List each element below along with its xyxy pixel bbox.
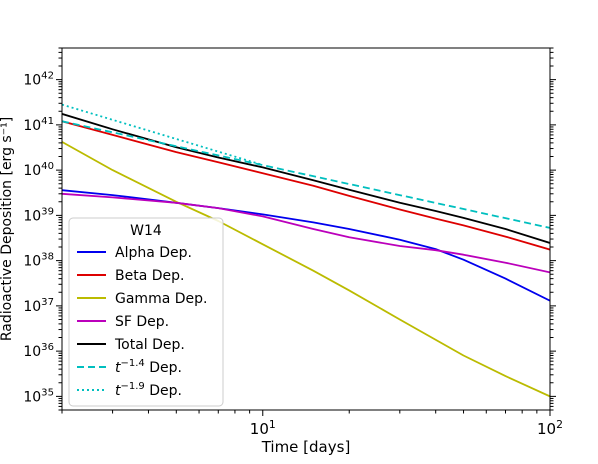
series-line-5 bbox=[62, 120, 550, 229]
y-tick-label: 1038 bbox=[23, 252, 54, 270]
y-tick-label: 1036 bbox=[23, 342, 54, 360]
y-tick-label: 1039 bbox=[23, 206, 54, 224]
legend: W14 Alpha Dep. Beta Dep. Gamma Dep. SF Dep. T… bbox=[68, 217, 224, 407]
y-tick-label: 1040 bbox=[23, 161, 54, 179]
x-tick-label: 101 bbox=[250, 418, 276, 438]
x-axis-label: Time [days] bbox=[261, 438, 351, 456]
legend-entry-label: Beta Dep. bbox=[115, 268, 184, 284]
legend-entry-label: Alpha Dep. bbox=[115, 245, 192, 261]
y-tick-label: 1041 bbox=[23, 116, 54, 134]
series-line-6 bbox=[62, 103, 264, 166]
y-axis-ticks: 1035 1036 1037 1038 1039 1040 1041 1042 bbox=[23, 47, 556, 411]
series-line-4 bbox=[62, 113, 550, 244]
y-tick-label: 1037 bbox=[23, 297, 54, 315]
legend-entry-label: Total Dep. bbox=[114, 337, 185, 353]
x-axis-ticks: 101 102 bbox=[61, 410, 563, 438]
y-tick-label: 1042 bbox=[23, 71, 54, 89]
y-axis-label: Radioactive Deposition [erg s⁻¹] bbox=[0, 117, 15, 341]
series-line-3 bbox=[62, 192, 550, 274]
legend-box bbox=[68, 217, 224, 407]
plot-lines bbox=[62, 103, 550, 398]
legend-entry-label: SF Dep. bbox=[115, 314, 169, 330]
y-tick-label: 1035 bbox=[23, 387, 54, 405]
legend-entry-label: t−1.9 Dep. bbox=[115, 381, 182, 399]
x-tick-label: 102 bbox=[537, 418, 563, 438]
legend-title: W14 bbox=[130, 223, 162, 239]
legend-entry-label: t−1.4 Dep. bbox=[115, 358, 182, 376]
series-line-2 bbox=[62, 141, 550, 398]
legend-entry-label: Gamma Dep. bbox=[115, 291, 207, 307]
series-line-1 bbox=[62, 120, 550, 251]
